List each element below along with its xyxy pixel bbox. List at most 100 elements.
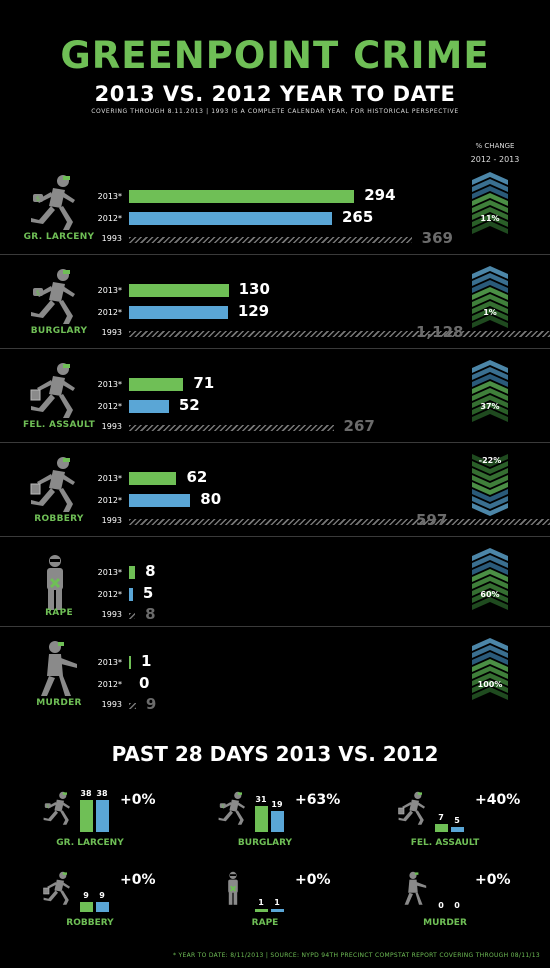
page-subtitle: 2013 VS. 2012 YEAR TO DATE <box>94 82 456 106</box>
attacker-icon <box>398 791 425 825</box>
year-label: 2012* <box>97 402 122 411</box>
mini-chart: 0 0 +0% MURDER <box>385 870 550 940</box>
value-2012: 265 <box>341 208 374 226</box>
value-2013: 1 <box>141 652 152 670</box>
mini-value-2013: 1 <box>258 898 264 907</box>
bar-1993 <box>129 237 412 243</box>
year-label: 2013* <box>97 568 122 577</box>
mini-bar-2012 <box>96 799 109 832</box>
mini-value-2012: 19 <box>271 800 283 810</box>
pct-change-value: 60% <box>480 590 500 599</box>
year-label: 2012* <box>97 308 122 317</box>
section-divider <box>0 536 550 537</box>
mini-chart: $31 19 +63% BURGLARY <box>205 790 385 860</box>
bar-2013 <box>129 190 355 203</box>
pct-change-chevron-icon <box>472 172 508 234</box>
pct-change-chevron-icon <box>472 454 508 516</box>
standing-man-icon <box>228 871 238 905</box>
section-divider <box>0 254 550 255</box>
section-divider <box>0 442 550 443</box>
value-2013: 62 <box>186 468 208 486</box>
mini-pct-change: +63% <box>295 792 341 808</box>
year-label: 2013* <box>97 380 122 389</box>
svg-text:$: $ <box>46 803 49 808</box>
pct-change-value: 11% <box>480 214 500 223</box>
value-1993: 267 <box>343 417 375 435</box>
mini-chart: 7 5 +40% FEL. ASSAULT <box>385 790 550 860</box>
gunman-icon <box>41 641 77 696</box>
value-1993: 597 <box>416 511 448 529</box>
mini-bar-2012 <box>96 902 109 912</box>
year-label: 1993 <box>101 610 122 619</box>
mini-value-2012: 0 <box>454 901 460 910</box>
bar-2013 <box>129 472 177 485</box>
mini-category-label: FEL. ASSAULT <box>410 838 480 848</box>
running-thief-icon: $ <box>31 175 75 230</box>
coverage-note: COVERING THROUGH 8.11.2013 | 1993 IS A C… <box>91 108 459 115</box>
purse-snatcher-icon <box>30 457 75 512</box>
mini-bar-2012 <box>271 811 284 832</box>
mini-bar-2012 <box>271 909 284 912</box>
value-2012: 5 <box>142 584 154 602</box>
pct-change-value: 37% <box>480 402 500 411</box>
pct-change-chevron-icon <box>472 266 508 328</box>
standing-man-icon <box>47 555 63 610</box>
bar-2012 <box>129 212 332 225</box>
bar-1993 <box>129 425 334 431</box>
year-label: 2013* <box>97 192 122 201</box>
mini-bar-2013 <box>80 902 93 912</box>
page-title: GREENPOINT CRIME <box>60 34 490 77</box>
svg-text:$: $ <box>36 195 40 203</box>
mini-category-label: MURDER <box>423 918 467 928</box>
year-label: 2013* <box>97 474 122 483</box>
bar-2013 <box>129 378 184 391</box>
bar-1993 <box>129 519 550 525</box>
pct-change-chevron-icon <box>472 638 508 700</box>
value-2012: 52 <box>178 396 200 414</box>
category-label: GR. LARCENY <box>23 232 95 242</box>
attacker-icon <box>30 363 75 418</box>
mini-value-2013: 7 <box>438 813 444 823</box>
mini-bar-2012 <box>451 826 464 832</box>
category-label: FEL. ASSAULT <box>22 420 96 430</box>
bar-1993 <box>129 703 136 709</box>
year-label: 2012* <box>97 590 122 599</box>
value-2012: 80 <box>200 490 222 508</box>
mini-bar-2013 <box>435 824 448 832</box>
value-2013: 294 <box>364 186 396 204</box>
mini-chart: 1 1 +0% RAPE <box>205 870 385 940</box>
gunman-icon <box>404 871 427 905</box>
bar-2012 <box>129 494 191 507</box>
mini-value-2013: 9 <box>83 891 89 901</box>
mini-pct-change: +40% <box>475 792 521 808</box>
mini-bar-2013 <box>80 799 93 832</box>
bar-2013 <box>129 656 131 669</box>
bar-2013 <box>129 284 229 297</box>
pct-change-value: -22% <box>478 456 502 465</box>
past-28-days-title: PAST 28 DAYS 2013 VS. 2012 <box>111 742 439 766</box>
year-label: 2013* <box>97 286 122 295</box>
value-2012: 129 <box>237 302 270 320</box>
pct-change-range: 2012 - 2013 <box>470 155 520 164</box>
bar-1993 <box>129 331 550 337</box>
pct-change-header: % CHANGE <box>475 142 515 150</box>
bar-1993 <box>129 613 136 619</box>
pct-change-chevron-icon <box>472 548 508 610</box>
value-1993: 369 <box>421 229 453 247</box>
footer-source: * YEAR TO DATE: 8/11/2013 | SOURCE: NYPD… <box>173 952 540 959</box>
running-thief-icon: $ <box>43 791 70 825</box>
running-thief-icon: $ <box>31 269 75 324</box>
mini-pct-change: +0% <box>120 872 156 888</box>
bar-2012 <box>129 400 169 413</box>
mini-value-2012: 5 <box>454 815 460 825</box>
section-divider <box>0 626 550 627</box>
mini-category-label: ROBBERY <box>66 918 114 928</box>
mini-chart: $38 38 +0% GR. LARCENY <box>30 788 210 860</box>
category-label: BURGLARY <box>30 326 88 336</box>
mini-value-2013: 38 <box>80 788 92 798</box>
mini-value-2012: 1 <box>274 898 280 907</box>
year-label: 1993 <box>101 700 122 709</box>
bar-2012 <box>129 306 228 319</box>
year-label: 2012* <box>97 496 122 505</box>
value-2013: 8 <box>145 562 156 580</box>
